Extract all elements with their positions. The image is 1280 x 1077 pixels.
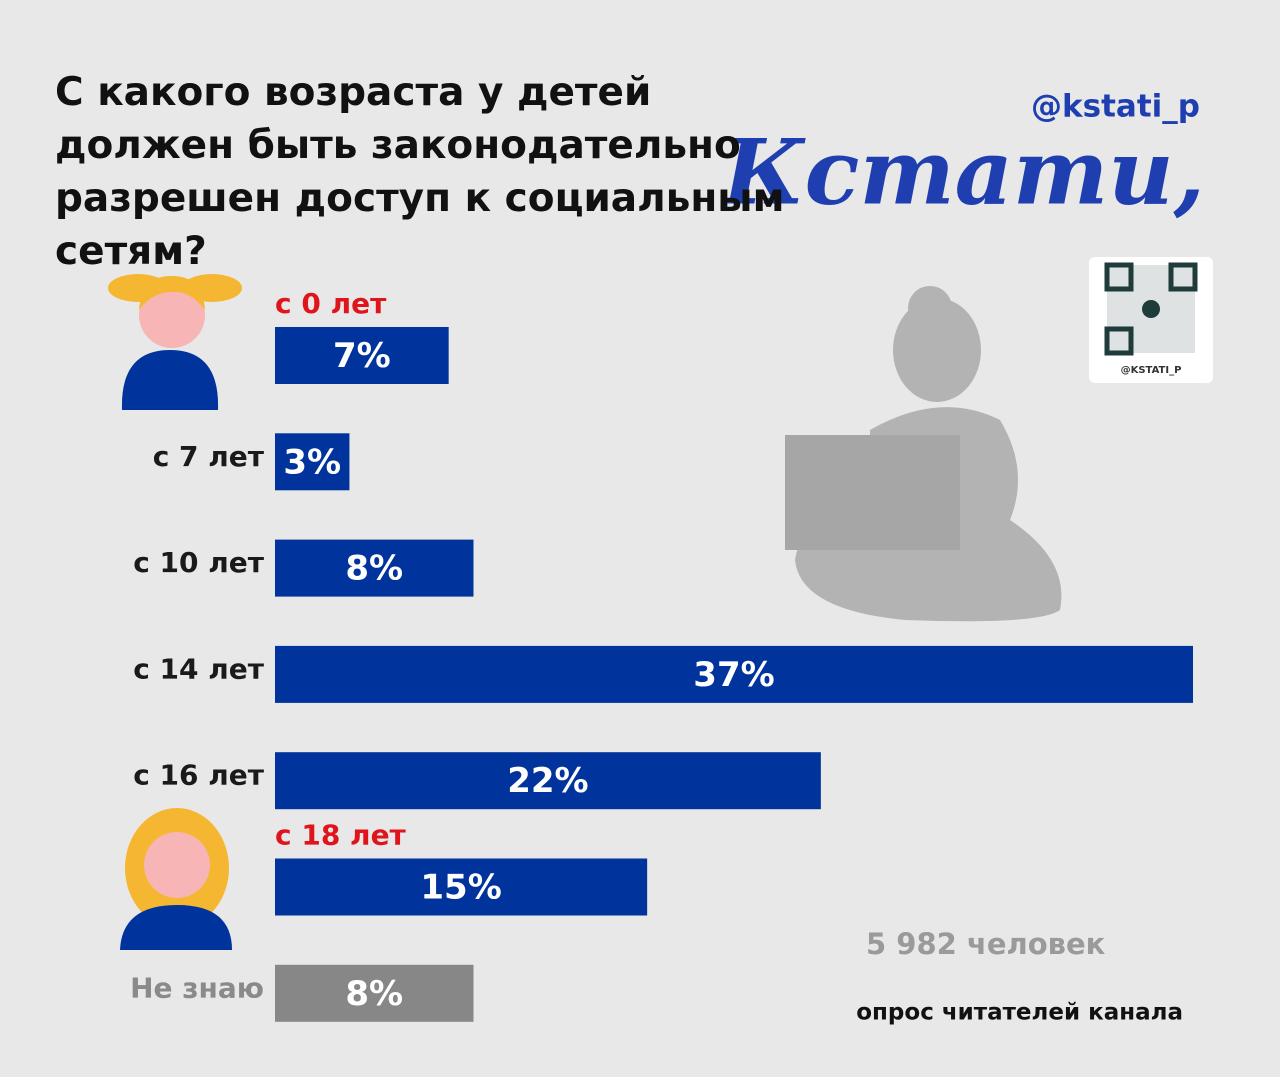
qr-code: @KSTATI_P [1089, 257, 1213, 383]
value-label: 8% [345, 549, 403, 589]
category-label: с 14 лет [133, 652, 265, 685]
value-label: 7% [333, 336, 391, 376]
value-label: 15% [420, 868, 501, 908]
bar [275, 433, 350, 491]
respondents: 5 982 человек [866, 927, 1106, 961]
bar [275, 752, 821, 810]
chart-title: С какого возраста у детей должен быть за… [55, 70, 785, 274]
value-label: 3% [283, 442, 341, 482]
category-label: с 10 лет [133, 546, 265, 579]
value-label: 8% [345, 974, 403, 1014]
girl-icon [108, 274, 242, 410]
value-label: 37% [693, 655, 774, 695]
category-label: с 18 лет [275, 819, 407, 852]
category-label: с 16 лет [133, 759, 265, 792]
qr-caption: @KSTATI_P [1121, 365, 1182, 376]
bar [275, 645, 1193, 703]
person-silhouette [785, 286, 1062, 622]
category-label: с 0 лет [275, 287, 387, 320]
girl-icon [120, 808, 232, 950]
source: опрос читателей канала [856, 1000, 1183, 1026]
category-label: с 7 лет [153, 440, 265, 473]
handle: @kstati_p [1031, 89, 1200, 125]
category-label: Не знаю [130, 971, 264, 1004]
bar [275, 327, 449, 384]
logo: Кстати, [720, 120, 1205, 226]
bar [275, 539, 474, 597]
bar [275, 858, 648, 916]
value-label: 22% [507, 761, 588, 801]
bar [275, 964, 474, 1022]
